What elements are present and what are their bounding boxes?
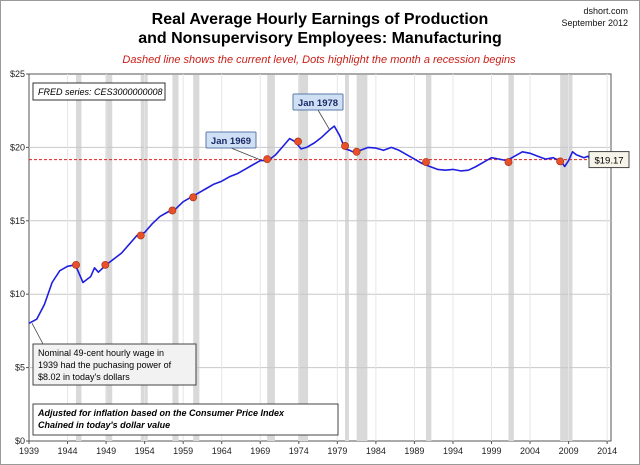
x-tick-label: 1984 bbox=[366, 446, 386, 456]
source-date: September 2012 bbox=[561, 18, 628, 28]
recession-bar bbox=[267, 75, 275, 441]
current-level-label: $19.17 bbox=[594, 156, 623, 167]
annotation-pointer bbox=[230, 147, 261, 161]
x-tick-label: 1994 bbox=[443, 446, 463, 456]
x-tick-label: 1959 bbox=[173, 446, 193, 456]
annotation-pointer bbox=[317, 109, 330, 130]
x-tick-label: 1999 bbox=[482, 446, 502, 456]
recession-dot bbox=[422, 158, 430, 166]
recession-dot bbox=[294, 137, 302, 146]
recession-bar bbox=[193, 75, 200, 441]
recession-dot bbox=[101, 260, 110, 269]
recession-dot bbox=[189, 193, 198, 202]
recession-dot bbox=[352, 147, 361, 156]
recession-bar bbox=[76, 75, 82, 441]
y-tick-label: $15 bbox=[10, 216, 25, 226]
recession-bar bbox=[508, 75, 514, 441]
chart-title-line: and Nonsupervisory Employees: Manufactur… bbox=[138, 30, 502, 47]
note-bottom-box bbox=[32, 403, 339, 436]
x-tick-label: 1989 bbox=[404, 446, 424, 456]
y-tick-label: $25 bbox=[10, 69, 25, 79]
series-box bbox=[32, 82, 166, 101]
y-tick-label: $0 bbox=[15, 436, 25, 446]
note-1939-pointer bbox=[31, 323, 44, 345]
annotation-label: Jan 1978 bbox=[298, 98, 338, 109]
recession-bar bbox=[105, 75, 113, 441]
chart-title-line: Real Average Hourly Earnings of Producti… bbox=[152, 11, 489, 28]
recession-dot bbox=[72, 260, 80, 269]
x-tick-label: 1964 bbox=[212, 446, 232, 456]
annotation-box bbox=[292, 93, 344, 111]
recession-bar bbox=[560, 75, 573, 441]
note-1939-box bbox=[32, 343, 197, 386]
x-tick-label: 1979 bbox=[327, 446, 347, 456]
x-tick-label: 1974 bbox=[289, 446, 309, 456]
x-tick-label: 2014 bbox=[597, 446, 617, 456]
recession-bar bbox=[298, 75, 309, 441]
note-bottom-line: Adjusted for inflation based on the Cons… bbox=[37, 408, 285, 418]
recession-dot bbox=[556, 157, 565, 166]
recession-dot bbox=[341, 142, 349, 150]
y-tick-label: $5 bbox=[15, 363, 25, 373]
x-tick-label: 1939 bbox=[19, 446, 39, 456]
x-tick-label: 1969 bbox=[250, 446, 270, 456]
current-level-box bbox=[588, 151, 630, 169]
x-tick-label: 1944 bbox=[58, 446, 78, 456]
note-1939-line: Nominal 49-cent hourly wage in bbox=[38, 348, 164, 358]
x-tick-label: 2009 bbox=[559, 446, 579, 456]
recession-bar bbox=[356, 75, 368, 441]
recession-dot bbox=[263, 155, 272, 164]
x-tick-label: 2004 bbox=[520, 446, 540, 456]
note-1939-line: $8.02 in today's dollars bbox=[38, 372, 130, 382]
x-tick-label: 1954 bbox=[135, 446, 155, 456]
recession-dot bbox=[136, 231, 145, 240]
note-1939-line: 1939 had the puchasing power of bbox=[38, 360, 172, 370]
recession-bar bbox=[172, 75, 179, 441]
y-tick-label: $10 bbox=[10, 289, 25, 299]
annotation-box bbox=[205, 131, 257, 149]
recession-dot bbox=[168, 206, 177, 215]
chart-subtitle: Dashed line shows the current level, Dot… bbox=[122, 54, 516, 66]
annotation-label: Jan 1969 bbox=[211, 136, 251, 147]
series-box-label: FRED series: CES3000000008 bbox=[38, 87, 163, 97]
recession-bar bbox=[345, 75, 349, 441]
note-1939-text: Nominal 49-cent hourly wage in 1939 had t… bbox=[38, 348, 172, 382]
recession-dot bbox=[504, 158, 513, 166]
y-tick-label: $20 bbox=[10, 142, 25, 152]
source-site: dshort.com bbox=[583, 6, 628, 16]
x-tick-label: 1949 bbox=[96, 446, 116, 456]
series-line bbox=[28, 125, 597, 325]
recession-bar bbox=[425, 75, 432, 441]
note-bottom-line: Chained in today's dollar value bbox=[38, 420, 170, 430]
